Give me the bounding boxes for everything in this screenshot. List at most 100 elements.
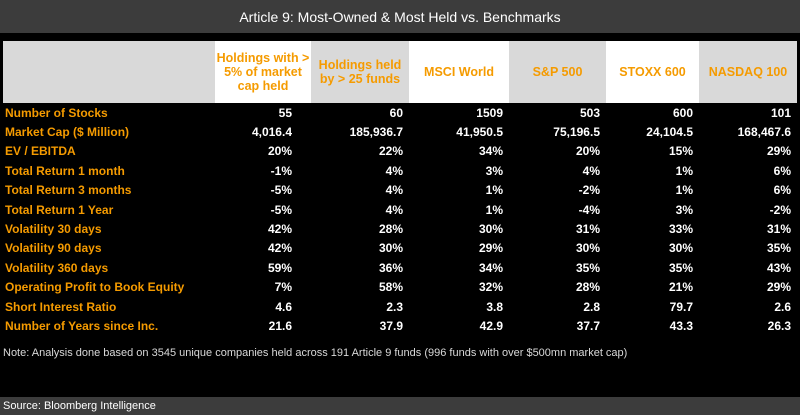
table-cell: 30% bbox=[378, 241, 403, 256]
table-cell: -5% bbox=[270, 183, 292, 198]
row-label: Total Return 3 months bbox=[5, 183, 132, 198]
row-label: Total Return 1 month bbox=[5, 163, 125, 178]
table-cell: 33% bbox=[668, 222, 693, 237]
table-cell: 42% bbox=[267, 222, 292, 237]
table-cell: 168,467.6 bbox=[737, 125, 791, 140]
row-label: Total Return 1 Year bbox=[5, 202, 114, 217]
table-cell: 34% bbox=[478, 144, 503, 159]
column-header: Holdings with > 5% of market cap held bbox=[215, 41, 311, 103]
table-cell: -5% bbox=[270, 202, 292, 217]
table-row: Operating Profit to Book Equity 7% 58% 32% 2… bbox=[3, 278, 797, 297]
table-row: Total Return 1 month -1% 4% 3% 4% 1% 6% bbox=[3, 161, 797, 180]
table-cell: 30% bbox=[668, 241, 693, 256]
table-cell: 4% bbox=[582, 163, 600, 178]
table-cell: 1% bbox=[675, 183, 693, 198]
row-label: Volatility 90 days bbox=[5, 241, 102, 256]
table-cell: 29% bbox=[766, 144, 791, 159]
table-cell: 36% bbox=[378, 260, 403, 275]
table-cell: 29% bbox=[766, 280, 791, 295]
row-label: Number of Stocks bbox=[5, 105, 108, 120]
table-cell: 6% bbox=[773, 163, 791, 178]
row-label: Volatility 360 days bbox=[5, 260, 109, 275]
table-cell: 3.8 bbox=[486, 299, 503, 314]
table-cell: -1% bbox=[270, 163, 292, 178]
table-cell: 1% bbox=[485, 202, 503, 217]
row-label: Market Cap ($ Million) bbox=[5, 125, 130, 140]
table-cell: 34% bbox=[478, 260, 503, 275]
column-header: STOXX 600 bbox=[606, 41, 699, 103]
table-row: Volatility 360 days 59% 36% 34% 35% 35% 43% bbox=[3, 258, 797, 277]
table-row: Volatility 90 days 42% 30% 29% 30% 30% 35% bbox=[3, 239, 797, 258]
table-cell: 42.9 bbox=[479, 318, 503, 333]
benchmark-table: Holdings with > 5% of market cap held Ho… bbox=[3, 41, 797, 336]
table-row: Volatility 30 days 42% 28% 30% 31% 33% 31% bbox=[3, 219, 797, 238]
table-cell: 58% bbox=[378, 280, 403, 295]
table-cell: 37.7 bbox=[576, 318, 600, 333]
table-cell: 26.3 bbox=[767, 318, 791, 333]
table-body: Number of Stocks 55 60 1509 503 600 101 Market … bbox=[3, 103, 797, 336]
table-cell: 41,950.5 bbox=[456, 125, 503, 140]
table-cell: 1% bbox=[675, 163, 693, 178]
table-cell: -2% bbox=[578, 183, 600, 198]
table-cell: 29% bbox=[478, 241, 503, 256]
column-header: Holdings held by > 25 funds bbox=[311, 41, 409, 103]
table-cell: 55 bbox=[278, 105, 292, 120]
table-cell: 35% bbox=[766, 241, 791, 256]
table-row: Short Interest Ratio 4.6 2.3 3.8 2.8 79.7 2.6 bbox=[3, 297, 797, 316]
table-cell: 43.3 bbox=[669, 318, 693, 333]
table-cell: 2.3 bbox=[386, 299, 403, 314]
table-cell: 30% bbox=[478, 222, 503, 237]
table-cell: 59% bbox=[267, 260, 292, 275]
table-cell: 21.6 bbox=[268, 318, 292, 333]
footnote: Note: Analysis done based on 3545 unique… bbox=[3, 347, 628, 359]
table-row: Total Return 1 Year -5% 4% 1% -4% 3% -2% bbox=[3, 200, 797, 219]
table-row: Number of Years since Inc. 21.6 37.9 42.9 37… bbox=[3, 316, 797, 335]
table-cell: 2.6 bbox=[774, 299, 791, 314]
table-row: EV / EBITDA 20% 22% 34% 20% 15% 29% bbox=[3, 142, 797, 161]
table-cell: 503 bbox=[579, 105, 600, 120]
table-cell: 4.6 bbox=[275, 299, 292, 314]
table-cell: 1509 bbox=[476, 105, 503, 120]
table-cell: 7% bbox=[274, 280, 292, 295]
table-cell: 3% bbox=[485, 163, 503, 178]
table-cell: -2% bbox=[769, 202, 791, 217]
row-label: Operating Profit to Book Equity bbox=[5, 280, 185, 295]
row-label: Short Interest Ratio bbox=[5, 299, 117, 314]
row-label: EV / EBITDA bbox=[5, 144, 76, 159]
table-cell: 24,104.5 bbox=[646, 125, 693, 140]
table-header-row: Holdings with > 5% of market cap held Ho… bbox=[3, 41, 797, 103]
row-label: Volatility 30 days bbox=[5, 222, 102, 237]
table-cell: 21% bbox=[668, 280, 693, 295]
table-cell: 43% bbox=[766, 260, 791, 275]
table-cell: -4% bbox=[578, 202, 600, 217]
table-cell: 4% bbox=[385, 163, 403, 178]
table-cell: 1% bbox=[485, 183, 503, 198]
table-cell: 2.8 bbox=[583, 299, 600, 314]
table-cell: 75,196.5 bbox=[553, 125, 600, 140]
table-cell: 20% bbox=[575, 144, 600, 159]
table-cell: 6% bbox=[773, 183, 791, 198]
table-row: Total Return 3 months -5% 4% 1% -2% 1% 6% bbox=[3, 181, 797, 200]
table-cell: 79.7 bbox=[669, 299, 693, 314]
table-cell: 3% bbox=[675, 202, 693, 217]
table-row: Number of Stocks 55 60 1509 503 600 101 bbox=[3, 103, 797, 122]
column-header: MSCI World bbox=[409, 41, 509, 103]
source-bar: Source: Bloomberg Intelligence bbox=[0, 397, 800, 415]
table-cell: 28% bbox=[575, 280, 600, 295]
table-cell: 101 bbox=[770, 105, 791, 120]
header-corner bbox=[3, 41, 215, 103]
table-cell: 60 bbox=[389, 105, 403, 120]
table-cell: 31% bbox=[575, 222, 600, 237]
table-row: Market Cap ($ Million) 4,016.4 185,936.7 41… bbox=[3, 122, 797, 141]
table-cell: 185,936.7 bbox=[349, 125, 403, 140]
column-header: NASDAQ 100 bbox=[699, 41, 797, 103]
table-cell: 32% bbox=[478, 280, 503, 295]
table-cell: 4% bbox=[385, 202, 403, 217]
table-cell: 37.9 bbox=[379, 318, 403, 333]
row-label: Number of Years since Inc. bbox=[5, 318, 159, 333]
table-cell: 30% bbox=[575, 241, 600, 256]
table-cell: 28% bbox=[378, 222, 403, 237]
table-cell: 22% bbox=[378, 144, 403, 159]
table-cell: 35% bbox=[575, 260, 600, 275]
table-cell: 15% bbox=[668, 144, 693, 159]
